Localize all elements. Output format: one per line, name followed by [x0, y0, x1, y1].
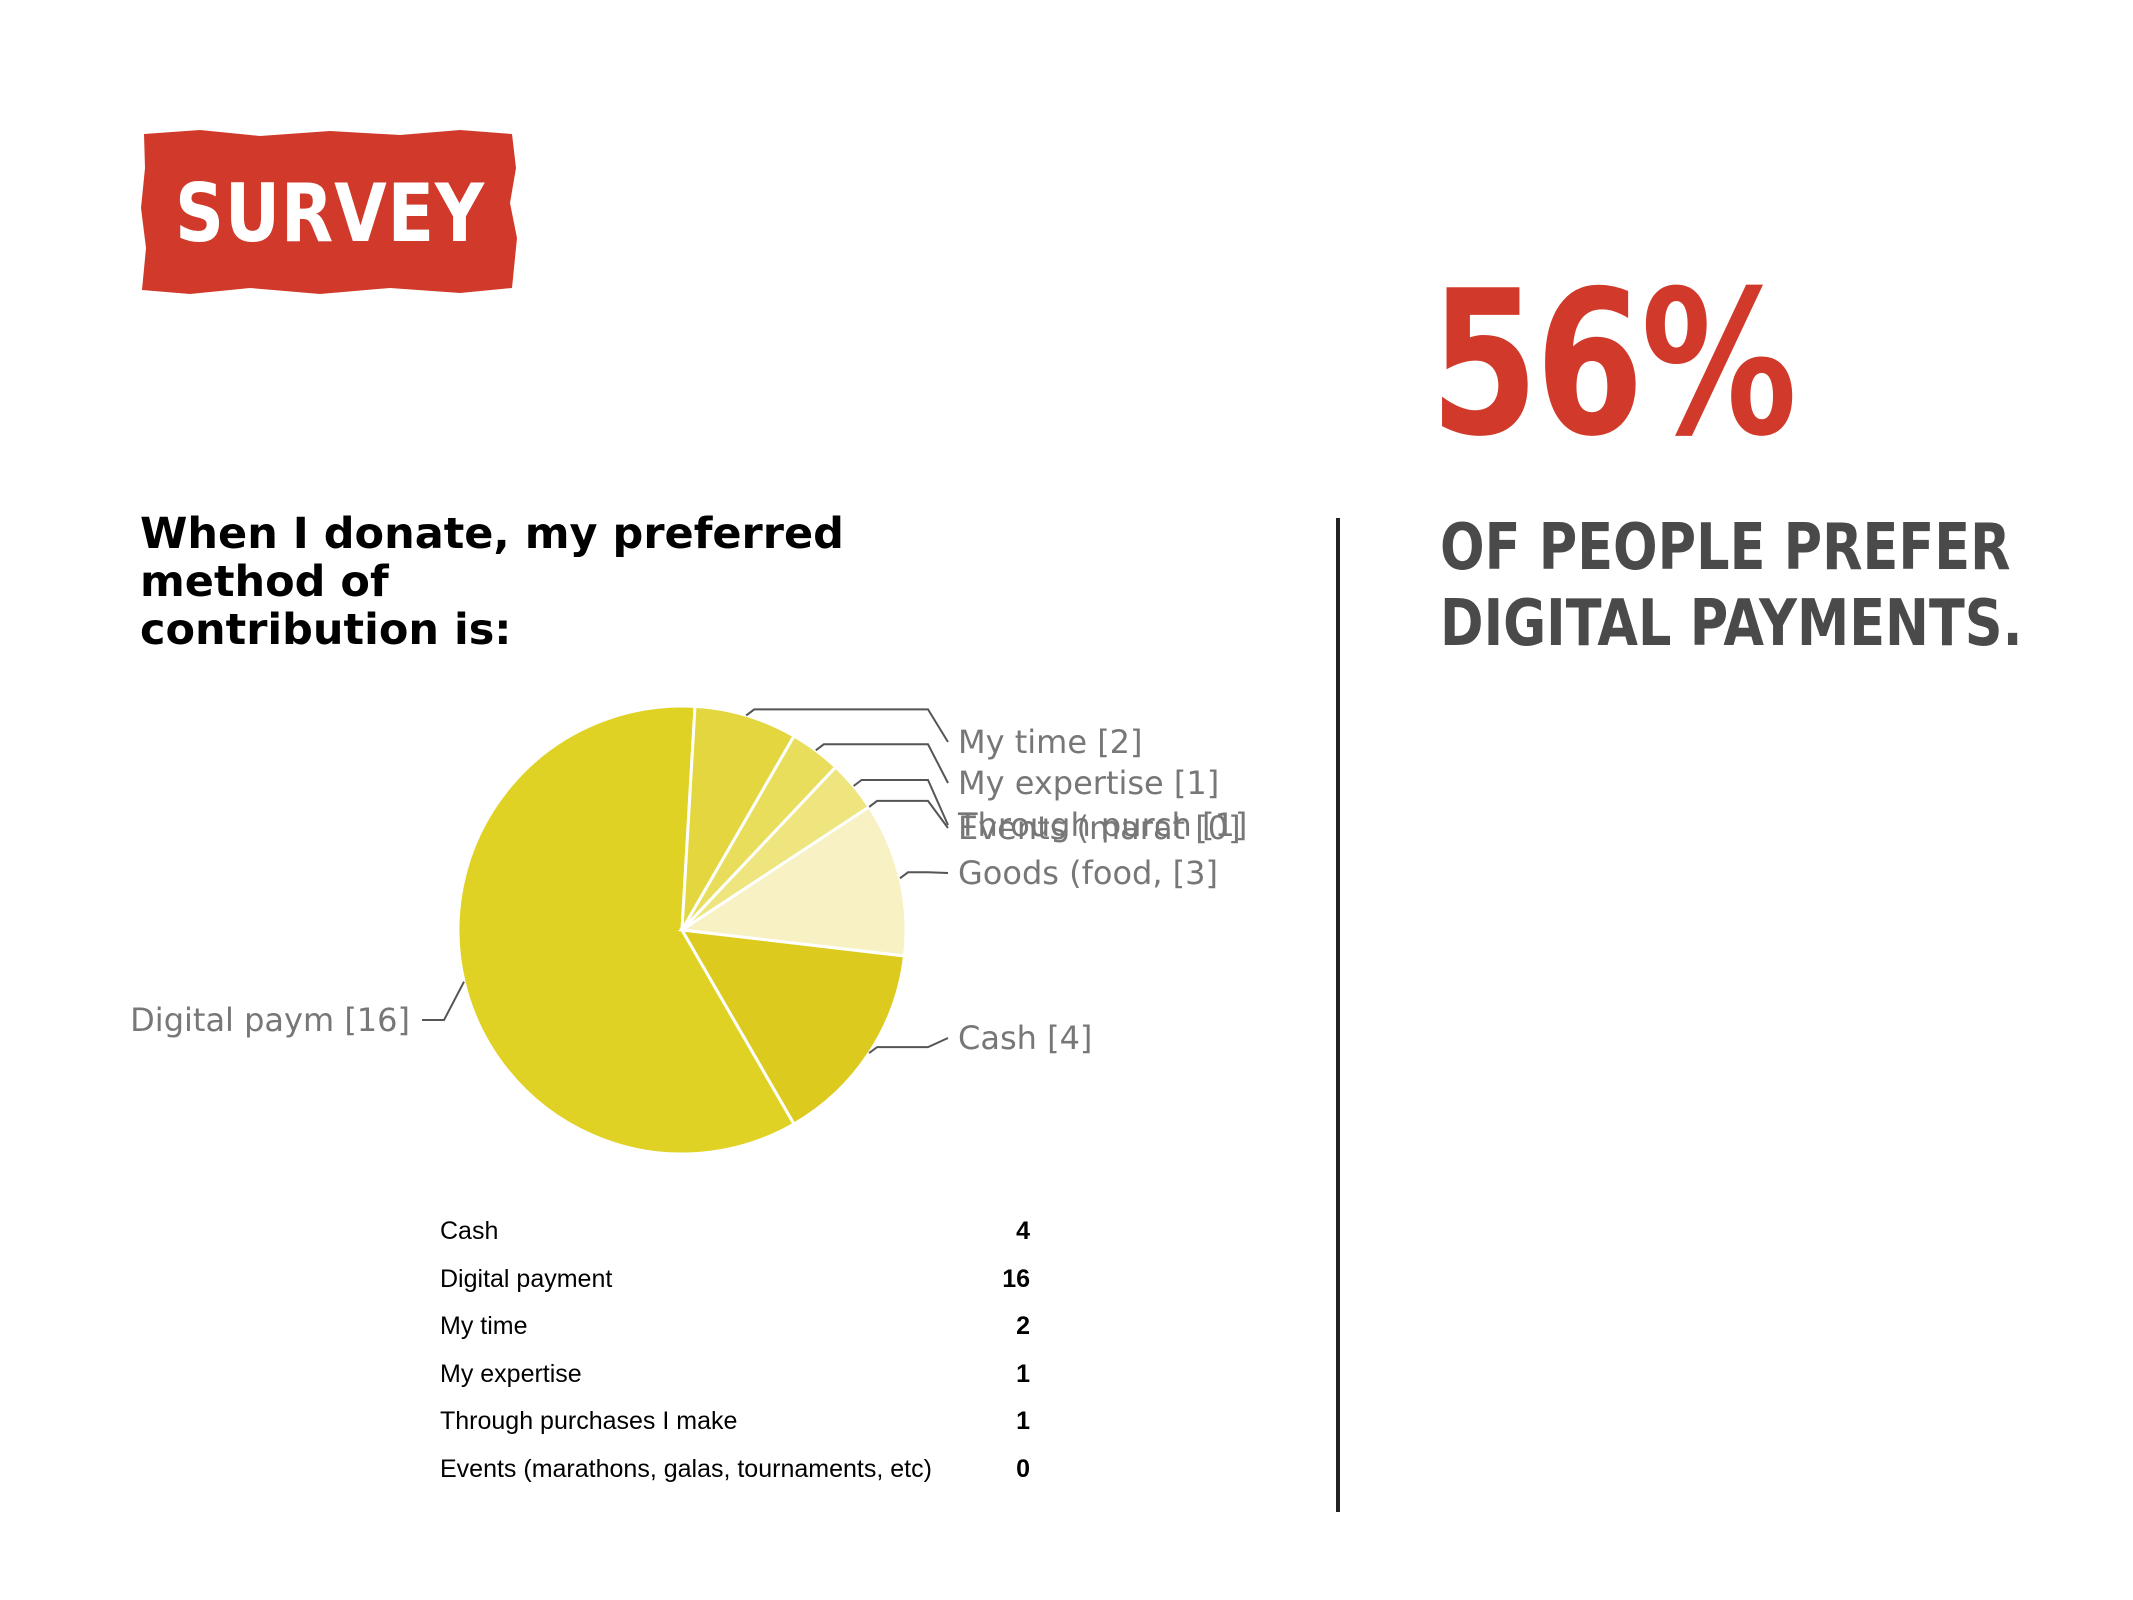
- table-row-label: Digital payment: [440, 1264, 613, 1293]
- table-row-value: 0: [1016, 1454, 1030, 1483]
- statistic-caption-line-1: OF PEOPLE PREFER: [1440, 511, 2011, 585]
- results-table: Cash 4 Digital payment 16 My time 2 My experti…: [440, 1208, 1030, 1493]
- table-row: Digital payment 16: [440, 1256, 1030, 1304]
- slice-label: Goods (food, [3]: [958, 854, 1218, 892]
- slice-label: Digital paym [16]: [130, 1001, 410, 1039]
- table-row-label: Through purchases I make: [440, 1407, 738, 1436]
- slice-label: Through purch [1]: [957, 806, 1247, 844]
- slice-label: Events (marat [0]: [958, 809, 1241, 847]
- table-row-label: My time: [440, 1312, 528, 1341]
- survey-question-line-1: When I donate, my preferred method of: [140, 509, 844, 607]
- survey-badge: SURVEY: [140, 128, 520, 298]
- survey-badge-background: [141, 130, 517, 294]
- leader-line: [422, 981, 465, 1021]
- pie-labels: Digital paym [16] My time [2]My expertise…: [130, 708, 1247, 1057]
- leader-line: [899, 871, 949, 880]
- table-row: Events (marathons, galas, tournaments, e…: [440, 1446, 1030, 1494]
- pie-slices: [456, 704, 908, 1156]
- table-row-value: 1: [1016, 1407, 1030, 1436]
- slice-label: My expertise [1]: [958, 764, 1219, 802]
- table-row: My time 2: [440, 1303, 1030, 1351]
- pie-chart-svg: Digital paym [16] My time [2]My expertise…: [130, 704, 1247, 1156]
- leader-line: [852, 779, 949, 826]
- survey-badge-label: SURVEY: [175, 166, 485, 260]
- slice-label: Cash [4]: [958, 1019, 1092, 1057]
- table-row-label: My expertise: [440, 1359, 582, 1388]
- table-row: My expertise 1: [440, 1351, 1030, 1399]
- vertical-divider: [1336, 518, 1340, 1512]
- survey-question: When I donate, my preferred method of co…: [140, 510, 1040, 654]
- table-row-value: 1: [1016, 1359, 1030, 1388]
- pie-slice: [680, 704, 797, 931]
- leader-line: [868, 1037, 949, 1054]
- table-row-value: 16: [1002, 1264, 1030, 1293]
- pie-slice: [456, 704, 797, 1156]
- leader-line: [868, 799, 949, 829]
- table-row-label: Cash: [440, 1217, 499, 1246]
- leader-line: [745, 708, 949, 743]
- statistic-caption: OF PEOPLE PREFER DIGITAL PAYMENTS.: [1440, 510, 2023, 662]
- table-row: Cash 4: [440, 1208, 1030, 1256]
- table-row: Through purchases I make 1: [440, 1398, 1030, 1446]
- table-row-value: 2: [1016, 1312, 1030, 1341]
- leader-line: [815, 743, 949, 784]
- survey-question-line-2: contribution is:: [140, 605, 512, 655]
- table-row-value: 4: [1016, 1217, 1030, 1246]
- pie-chart: Digital paym [16] My time [2] My expertise…: [100, 670, 1300, 1190]
- headline-statistic: 56%: [1430, 248, 1797, 481]
- table-row-label: Events (marathons, galas, tournaments, e…: [440, 1454, 932, 1483]
- statistic-caption-line-2: DIGITAL PAYMENTS.: [1440, 587, 2023, 661]
- slice-label: My time [2]: [958, 723, 1143, 761]
- pie-slice: [677, 804, 908, 958]
